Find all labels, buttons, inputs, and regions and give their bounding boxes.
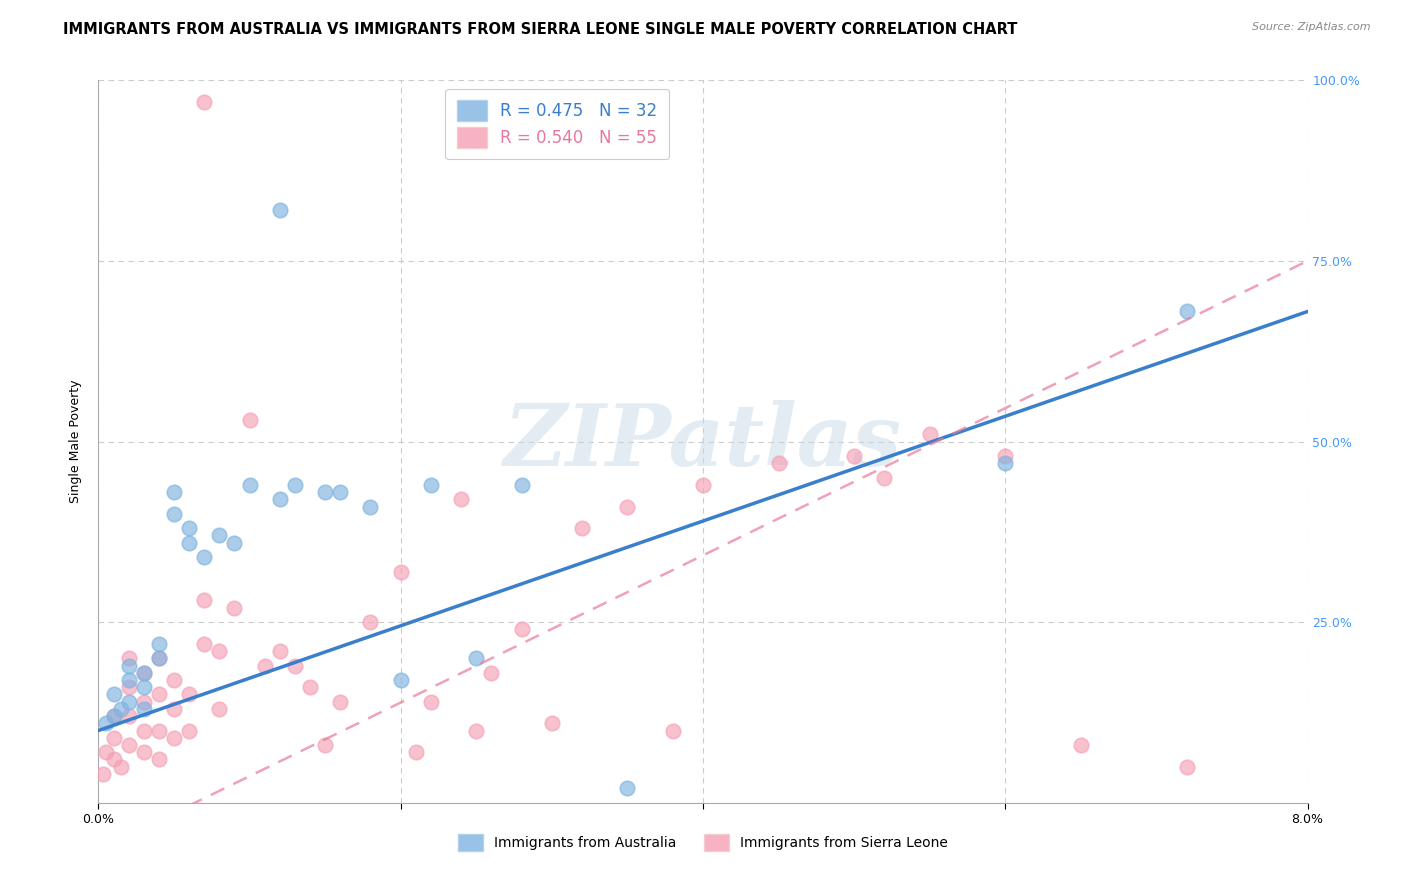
Point (103, 731, 125, 745)
Point (163, 702, 186, 716)
Point (360, 500, 382, 514)
Point (148, 752, 170, 766)
Point (132, 723, 155, 738)
Point (253, 658, 276, 673)
Point (179, 521, 201, 535)
Point (103, 709, 125, 723)
Y-axis label: Single Male Poverty: Single Male Poverty (69, 380, 83, 503)
Point (132, 665, 155, 680)
Point (148, 651, 170, 665)
Point (103, 752, 125, 766)
Point (299, 680, 322, 694)
Point (661, 723, 683, 738)
Point (94, 716, 117, 731)
Legend: Immigrants from Australia, Immigrants from Sierra Leone: Immigrants from Australia, Immigrants fr… (449, 824, 957, 861)
Point (110, 702, 132, 716)
Point (1175, 760, 1198, 774)
Point (389, 673, 412, 687)
Point (571, 521, 593, 535)
Point (163, 731, 186, 745)
Point (510, 623, 533, 637)
Point (118, 673, 141, 687)
Point (269, 492, 291, 507)
Point (420, 695, 443, 709)
Point (314, 485, 336, 500)
Point (94, 745, 117, 759)
Point (873, 470, 896, 484)
Point (132, 702, 155, 716)
Point (420, 478, 443, 492)
Point (118, 695, 141, 709)
Point (269, 203, 291, 218)
Point (994, 456, 1017, 470)
Point (132, 680, 155, 694)
Point (314, 738, 336, 752)
Point (163, 485, 186, 500)
Point (1070, 738, 1092, 752)
Point (91, 767, 114, 781)
Point (163, 673, 186, 687)
Point (224, 535, 246, 549)
Point (208, 702, 231, 716)
Point (239, 413, 262, 427)
Point (118, 658, 141, 673)
Point (132, 695, 155, 709)
Point (148, 723, 170, 738)
Point (103, 709, 125, 723)
Point (768, 456, 790, 470)
Point (110, 760, 132, 774)
Point (179, 687, 201, 701)
Point (179, 723, 201, 738)
Point (616, 781, 638, 796)
Point (148, 651, 170, 665)
Point (918, 427, 941, 442)
Point (450, 492, 472, 507)
Point (284, 478, 307, 492)
Point (329, 485, 352, 500)
Point (103, 687, 125, 701)
Point (844, 449, 866, 463)
Point (148, 637, 170, 651)
Point (132, 665, 155, 680)
Point (465, 651, 488, 665)
Point (465, 723, 488, 738)
Point (269, 644, 291, 658)
Point (405, 745, 427, 759)
Point (118, 738, 141, 752)
Point (208, 528, 231, 542)
Point (616, 500, 638, 514)
Point (118, 680, 141, 694)
Point (389, 565, 412, 579)
Point (148, 687, 170, 701)
Point (510, 478, 533, 492)
Point (163, 507, 186, 521)
Point (193, 550, 215, 565)
Point (329, 695, 352, 709)
Point (224, 600, 246, 615)
Point (179, 535, 201, 549)
Point (540, 716, 562, 731)
Point (118, 709, 141, 723)
Point (193, 95, 215, 109)
Point (481, 665, 503, 680)
Point (239, 478, 262, 492)
Text: Source: ZipAtlas.com: Source: ZipAtlas.com (1253, 22, 1371, 32)
Point (284, 658, 307, 673)
Point (994, 449, 1017, 463)
Point (118, 651, 141, 665)
Point (1175, 304, 1198, 318)
Point (360, 615, 382, 630)
Text: IMMIGRANTS FROM AUSTRALIA VS IMMIGRANTS FROM SIERRA LEONE SINGLE MALE POVERTY CO: IMMIGRANTS FROM AUSTRALIA VS IMMIGRANTS … (63, 22, 1018, 37)
Point (692, 478, 714, 492)
Point (208, 644, 231, 658)
Point (132, 745, 155, 759)
Point (193, 593, 215, 607)
Text: ZIPatlas: ZIPatlas (503, 400, 903, 483)
Point (193, 637, 215, 651)
